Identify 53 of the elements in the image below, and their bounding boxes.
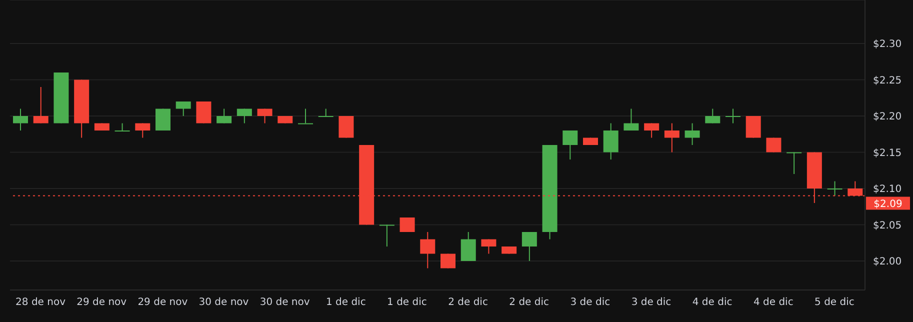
y-tick-label: $2.10: [873, 184, 902, 196]
candlestick: [664, 122, 680, 153]
y-tick-label: $2.30: [873, 39, 902, 50]
y-tick-label: $2.15: [873, 148, 902, 159]
candlestick: [318, 108, 334, 117]
ref-line-label: $2.09: [874, 198, 902, 210]
x-tick-label: 3 de dic: [631, 297, 672, 308]
x-tick-label: 3 de dic: [570, 297, 610, 308]
y-tick-label: $2.25: [873, 75, 902, 86]
x-tick-label: 28 de nov: [16, 297, 66, 308]
candlestick: [135, 122, 150, 138]
candlestick: [786, 152, 802, 174]
x-tick-label: 4 de dic: [692, 297, 732, 308]
candlestick: [766, 137, 782, 153]
x-tick-label: 30 de nov: [198, 297, 249, 308]
candlestick: [216, 108, 232, 124]
candlestick: [379, 224, 394, 247]
candlestick: [746, 116, 761, 138]
candlestick: [338, 116, 354, 138]
candlestick: [236, 108, 252, 124]
candlestick: [440, 253, 456, 269]
candlestick: [562, 130, 578, 160]
x-tick-label: 29 de nov: [76, 297, 127, 308]
x-tick-label: 29 de nov: [138, 297, 188, 308]
candlestick: [196, 101, 212, 124]
candlestick: [33, 86, 48, 124]
candlestick: [481, 238, 496, 254]
candlestick: [257, 108, 272, 124]
candlestick: [705, 108, 720, 124]
candlestick: [420, 232, 436, 269]
candlestick: [522, 232, 537, 262]
candlestick: [603, 122, 618, 160]
y-tick-label: $2.20: [873, 112, 902, 123]
x-tick-label: 30 de nov: [260, 297, 310, 308]
y-tick-label: $2.05: [873, 220, 902, 232]
candlestick: [726, 108, 740, 124]
y-tick-label: $2.00: [873, 256, 902, 268]
x-tick-label: 2 de dic: [509, 297, 550, 308]
candlestick: [827, 180, 842, 196]
candlestick: [460, 232, 476, 262]
candlestick: [400, 218, 415, 232]
x-tick-label: 5 de dic: [814, 297, 854, 308]
candlestick: [298, 108, 313, 124]
x-tick-label: 2 de dic: [448, 297, 488, 308]
candlestick: [176, 101, 191, 116]
x-tick-label: 4 de dic: [753, 297, 794, 308]
candlestick: [13, 108, 28, 131]
candlestick: [114, 122, 130, 132]
x-tick-label: 1 de dic: [326, 297, 366, 308]
candlestick: [684, 122, 700, 146]
candlestick: [624, 108, 639, 131]
candlestick: [644, 122, 660, 138]
x-tick-label: 1 de dic: [387, 297, 427, 308]
